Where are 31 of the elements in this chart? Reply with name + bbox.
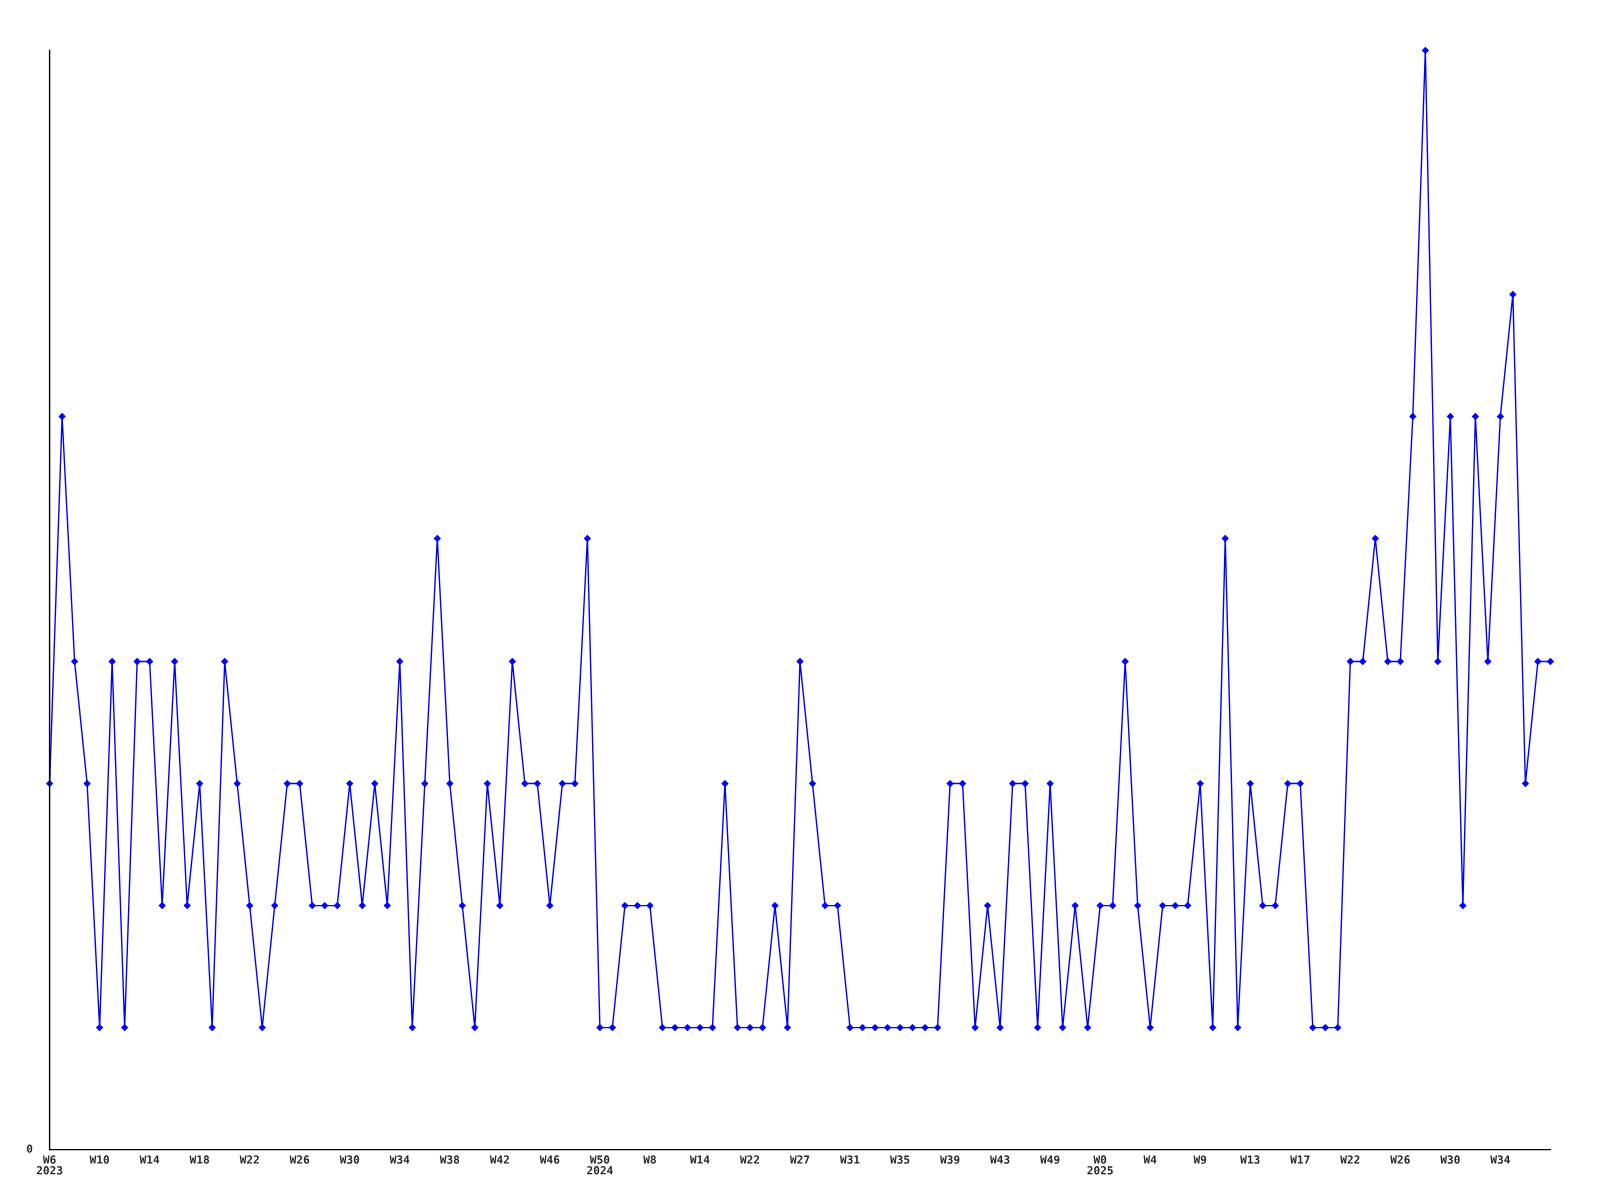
x-tick-label: W22 — [1340, 1155, 1360, 1164]
x-tick-label: W39 — [940, 1155, 960, 1164]
x-tick-label: W34 — [1490, 1155, 1510, 1164]
x-tick-label: W35 — [890, 1155, 910, 1164]
x-tick-label: W49 — [1040, 1155, 1060, 1164]
x-tick-label: W22 — [239, 1155, 259, 1164]
x-tick-label: W34 — [389, 1155, 410, 1164]
x-tick-label: W14 — [139, 1155, 160, 1164]
x-tick-label: W18 — [189, 1155, 210, 1164]
x-tick-label: W4 — [1143, 1155, 1157, 1164]
x-tick-label: W8 — [643, 1155, 656, 1164]
x-tick-label: W50 2024 — [587, 1155, 613, 1175]
x-tick-label: W31 — [839, 1155, 860, 1164]
x-tick-label: W14 — [689, 1155, 710, 1164]
text: 0 — [26, 1144, 33, 1153]
x-tick-label: W42 — [489, 1155, 509, 1164]
x-tick-label: W9 — [1193, 1155, 1207, 1164]
x-tick-label: W38 — [439, 1155, 460, 1164]
x-tick-label: W27 — [789, 1155, 810, 1164]
x-tick-label: W26 — [1390, 1155, 1410, 1164]
x-tick-label: W26 — [289, 1155, 310, 1164]
x-tick-label: W6 2023 — [36, 1155, 63, 1175]
x-tick-label: W13 — [1240, 1155, 1260, 1164]
x-tick-label: W30 — [1440, 1155, 1460, 1164]
x-tick-label: W0 2025 — [1087, 1155, 1113, 1175]
x-tick-label: W43 — [990, 1155, 1010, 1164]
x-tick-label: W46 — [539, 1155, 560, 1164]
x-tick-label: W30 — [339, 1155, 360, 1164]
x-tick-label: W22 — [739, 1155, 760, 1164]
x-tick-label: W10 — [89, 1155, 109, 1164]
x-tick-label: W17 — [1290, 1155, 1310, 1164]
